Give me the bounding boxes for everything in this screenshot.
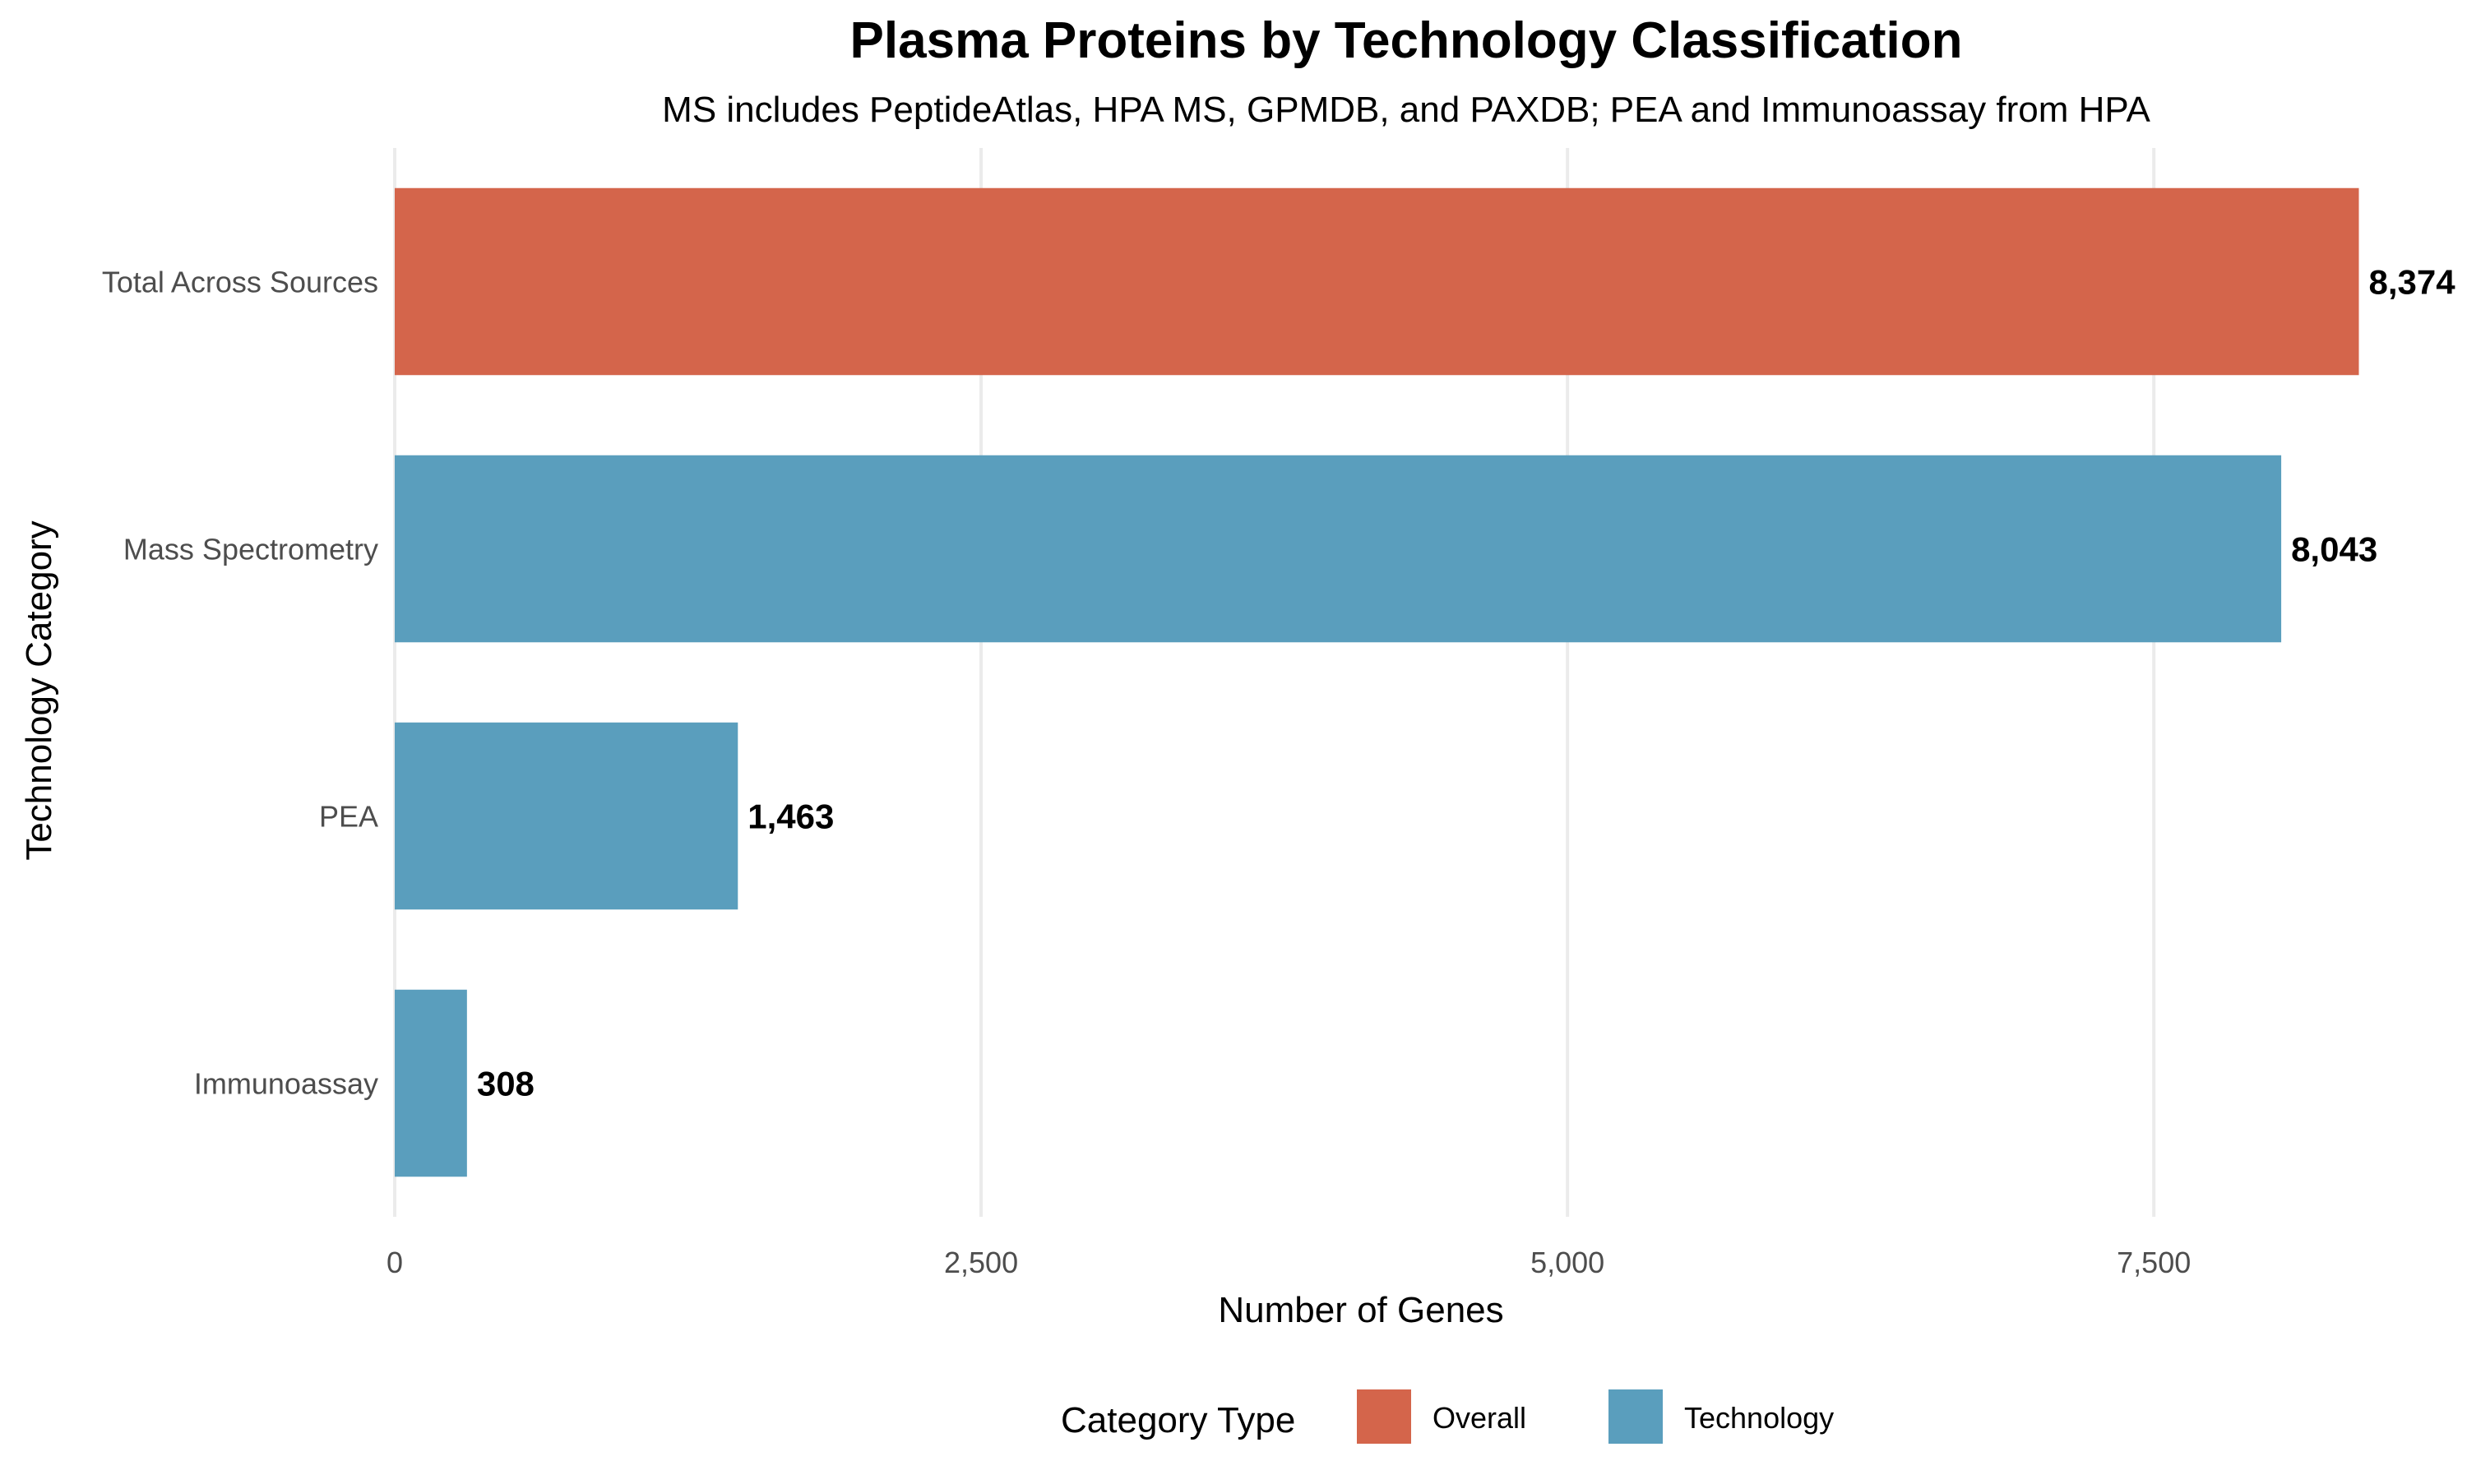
- legend-swatch: [1357, 1389, 1411, 1444]
- x-tick-label: 5,000: [1530, 1246, 1604, 1279]
- bar: [395, 187, 2359, 376]
- bar-value-label: 1,463: [748, 797, 834, 836]
- legend-entry-label: Technology: [1684, 1401, 1834, 1435]
- category-label: Total Across Sources: [102, 266, 378, 299]
- data-labels: 8,374 8,043 1,463 308: [477, 263, 2455, 1103]
- y-axis-title: Technology Category: [19, 520, 59, 860]
- category-label: Mass Spectrometry: [123, 533, 378, 566]
- category-labels: Total Across Sources Mass Spectrometry PEA…: [102, 266, 378, 1101]
- x-tick-label: 2,500: [944, 1246, 1018, 1279]
- legend: Category Type Overall Technology: [1061, 1389, 1834, 1444]
- category-label: PEA: [319, 800, 378, 834]
- bars: [395, 187, 2359, 1177]
- bar: [395, 455, 2282, 643]
- chart-title: Plasma Proteins by Technology Classifica…: [850, 12, 1963, 69]
- legend-swatch: [1608, 1389, 1663, 1444]
- bar: [395, 722, 738, 910]
- legend-entry-label: Overall: [1433, 1401, 1526, 1435]
- legend-title: Category Type: [1061, 1400, 1295, 1440]
- category-label: Immunoassay: [194, 1067, 378, 1101]
- x-tick-label: 7,500: [2117, 1246, 2191, 1279]
- x-tick-label: 0: [386, 1246, 403, 1279]
- bar-value-label: 8,043: [2291, 530, 2377, 569]
- bar-value-label: 8,374: [2368, 263, 2455, 302]
- bar-value-label: 308: [477, 1065, 535, 1103]
- x-axis-title: Number of Genes: [1218, 1290, 1503, 1330]
- bar: [395, 989, 467, 1177]
- x-tick-labels: 0 2,500 5,000 7,500: [386, 1246, 2191, 1279]
- chart-subtitle: MS includes PeptideAtlas, HPA MS, GPMDB,…: [662, 90, 2150, 130]
